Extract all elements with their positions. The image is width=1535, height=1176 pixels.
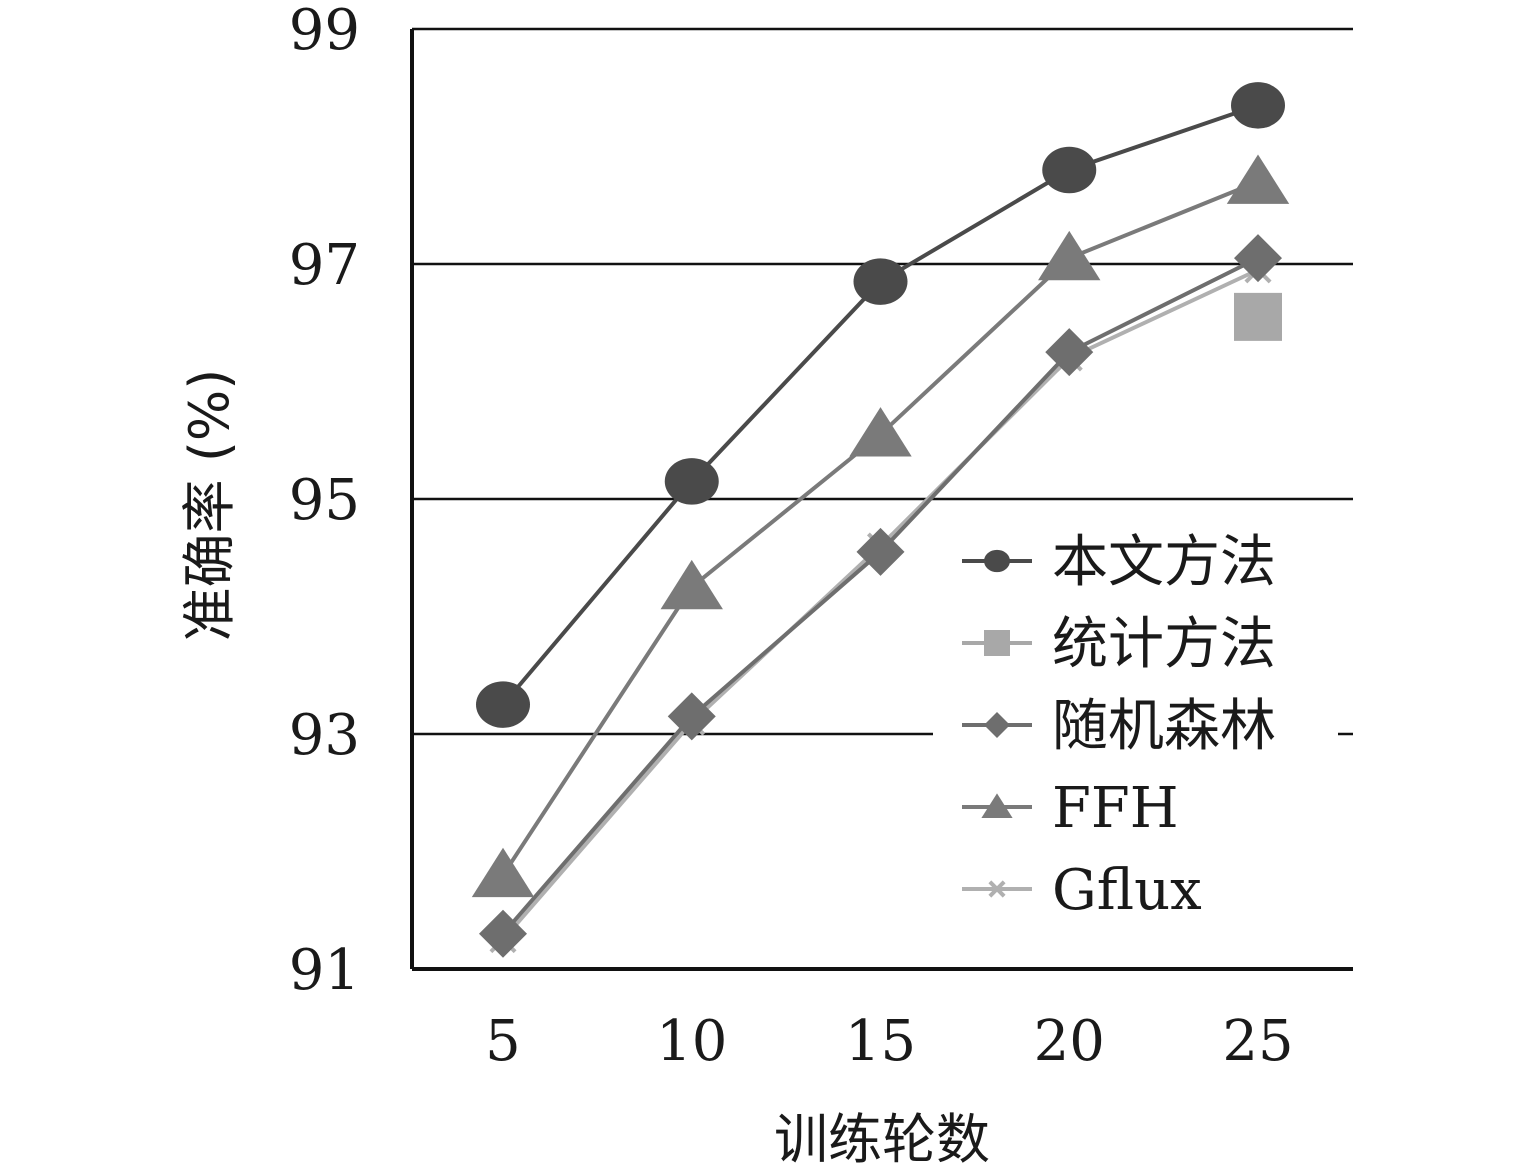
- x-axis-title: 训练轮数: [774, 1108, 990, 1171]
- y-tick-label: 93: [289, 703, 360, 768]
- data-point: [1045, 328, 1094, 377]
- legend-marker: [981, 793, 1013, 819]
- legend-entry: 本文方法: [962, 530, 1276, 595]
- data-point: [667, 692, 716, 741]
- y-tick-label: 91: [289, 938, 360, 1003]
- data-point: [476, 681, 530, 728]
- data-point: [471, 847, 535, 898]
- data-point: [1042, 146, 1097, 194]
- legend-label: 随机森林: [1052, 694, 1276, 759]
- axes: 91 93 95 97 99 5 10 15 20 25: [289, 0, 1353, 1074]
- y-tick-label: 95: [289, 468, 360, 533]
- legend-label: 本文方法: [1052, 530, 1276, 595]
- legend-marker: [988, 880, 1006, 898]
- legend-marker: [984, 549, 1010, 573]
- series-4: [471, 154, 1290, 898]
- legend-label: 统计方法: [1052, 612, 1276, 677]
- legend-marker: [984, 630, 1010, 656]
- legend-entry: Gflux: [962, 858, 1202, 923]
- y-axis-title: 准确率 (%): [178, 369, 241, 642]
- legend-entry: 随机森林: [962, 694, 1276, 759]
- series-1: [476, 82, 1285, 728]
- series-2: [1234, 292, 1282, 341]
- series-3: [479, 234, 1282, 958]
- legend-entry: FFH: [962, 776, 1179, 841]
- data-point: [660, 559, 723, 610]
- data-point: [664, 458, 719, 505]
- x-tick-label: 10: [656, 1009, 727, 1074]
- x-tick-label: 20: [1034, 1009, 1105, 1074]
- legend-label: FFH: [1052, 776, 1179, 841]
- legend-marker: [984, 712, 1010, 738]
- data-point: [1038, 230, 1101, 281]
- y-tick-label: 97: [289, 233, 360, 298]
- data-point: [479, 909, 527, 958]
- legend-label: Gflux: [1052, 858, 1202, 923]
- legend-entry: 统计方法: [962, 612, 1276, 677]
- data-point: [1234, 292, 1282, 341]
- data-point: [849, 407, 912, 457]
- data-point: [1226, 154, 1290, 204]
- x-tick-label: 5: [485, 1009, 521, 1074]
- data-point: [856, 527, 905, 576]
- data-point: [1231, 82, 1285, 129]
- series-group: [471, 82, 1290, 958]
- data-point: [1234, 234, 1282, 283]
- y-tick-label: 99: [289, 0, 360, 63]
- x-tick-label: 25: [1222, 1009, 1293, 1074]
- data-point: [853, 258, 908, 305]
- x-tick-label: 15: [845, 1009, 916, 1074]
